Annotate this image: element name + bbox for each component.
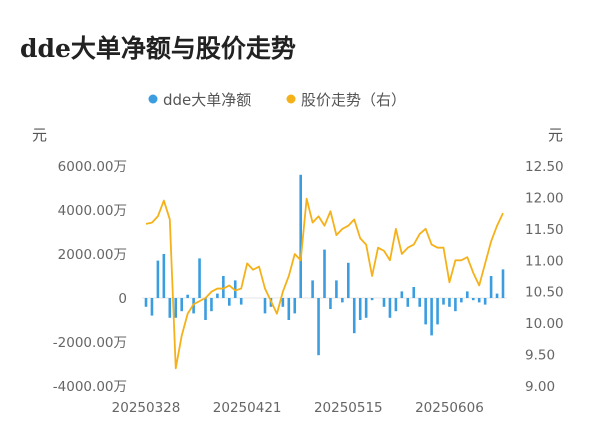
dde-bar bbox=[442, 298, 445, 305]
right-tick-label: 12.00 bbox=[525, 190, 564, 206]
dde-bar bbox=[412, 287, 416, 298]
dde-bar bbox=[162, 254, 166, 298]
dde-bar bbox=[394, 298, 398, 312]
dde-bar bbox=[317, 298, 320, 356]
dde-bar bbox=[329, 298, 332, 309]
dde-bar bbox=[352, 298, 356, 334]
dde-bar bbox=[418, 298, 421, 307]
bar-series bbox=[144, 174, 505, 356]
dde-bar bbox=[168, 298, 172, 318]
dde-bar bbox=[347, 262, 350, 298]
dde-bar bbox=[335, 280, 338, 298]
dde-bar bbox=[489, 276, 493, 298]
dde-bar bbox=[323, 249, 326, 298]
dde-bar bbox=[382, 298, 386, 307]
dde-bar bbox=[174, 298, 178, 318]
dde-bar bbox=[233, 280, 237, 298]
legend-bar-label: dde大单净额 bbox=[163, 91, 251, 109]
dde-bar bbox=[186, 294, 189, 298]
legend-bar-swatch bbox=[148, 94, 158, 104]
right-tick-label: 9.00 bbox=[525, 379, 555, 395]
dde-bar bbox=[180, 298, 183, 312]
left-tick-label: -4000.00万 bbox=[53, 379, 127, 395]
dde-bar bbox=[400, 291, 404, 298]
legend: dde大单净额 股价走势（右） bbox=[148, 91, 406, 109]
left-tick-label: 0 bbox=[118, 291, 127, 307]
dde-bar bbox=[299, 174, 302, 298]
chart-title: dde大单净额与股价走势 bbox=[20, 34, 296, 63]
dde-bar bbox=[436, 298, 439, 325]
right-tick-label: 12.50 bbox=[525, 159, 564, 175]
dde-bar bbox=[311, 280, 314, 298]
dde-bar bbox=[144, 298, 148, 307]
left-axis-ticks: 6000.00万 4000.00万 2000.00万 0 -2000.00万 -4000.… bbox=[53, 159, 127, 395]
dde-bar bbox=[483, 298, 487, 305]
dde-bar bbox=[228, 298, 231, 306]
dde-bar bbox=[263, 298, 267, 314]
x-tick-label: 20250606 bbox=[415, 400, 484, 416]
dde-bar bbox=[424, 298, 427, 325]
dde-bar bbox=[460, 298, 463, 303]
price-line bbox=[145, 197, 504, 370]
x-tick-label: 20250515 bbox=[314, 400, 383, 416]
dde-bar bbox=[156, 260, 160, 298]
dde-bar bbox=[198, 258, 201, 298]
dde-bar bbox=[471, 298, 475, 301]
dde-bar bbox=[495, 293, 499, 298]
dde-bar bbox=[370, 298, 374, 301]
right-tick-label: 11.50 bbox=[525, 222, 564, 238]
dde-bar bbox=[210, 298, 213, 312]
dde-bar bbox=[454, 298, 457, 312]
dde-bar bbox=[501, 269, 505, 298]
dde-bar bbox=[281, 298, 285, 307]
right-axis-ticks: 12.50 12.00 11.50 11.00 10.50 10.00 9.50 9.00 bbox=[525, 159, 564, 395]
right-tick-label: 11.00 bbox=[525, 253, 564, 269]
dde-bar bbox=[448, 298, 451, 307]
left-axis-unit: 元 bbox=[32, 126, 47, 144]
x-tick-label: 20250328 bbox=[112, 400, 181, 416]
left-tick-label: 2000.00万 bbox=[58, 247, 127, 263]
dde-bar bbox=[477, 298, 481, 303]
dde-bar bbox=[466, 291, 469, 298]
left-tick-label: -2000.00万 bbox=[53, 335, 127, 351]
dde-bar bbox=[293, 298, 297, 314]
dde-bar bbox=[204, 298, 207, 320]
dde-bar bbox=[364, 298, 368, 318]
right-tick-label: 10.50 bbox=[525, 285, 564, 301]
dde-bar bbox=[358, 298, 362, 320]
right-axis-unit: 元 bbox=[548, 126, 563, 144]
legend-line-label: 股价走势（右） bbox=[301, 91, 406, 109]
legend-line-swatch bbox=[286, 94, 296, 104]
dde-bar bbox=[406, 298, 410, 307]
right-tick-label: 9.50 bbox=[525, 348, 555, 364]
dde-bar bbox=[430, 298, 433, 336]
dde-bar bbox=[287, 298, 291, 320]
dde-bar bbox=[388, 298, 392, 318]
x-axis-ticks: 20250328 20250421 20250515 20250606 bbox=[112, 400, 484, 416]
left-tick-label: 6000.00万 bbox=[58, 159, 127, 175]
right-tick-label: 10.00 bbox=[525, 316, 564, 332]
dde-bar bbox=[341, 298, 344, 303]
x-tick-label: 20250421 bbox=[213, 400, 282, 416]
dde-bar bbox=[150, 298, 154, 316]
dde-bar bbox=[222, 276, 225, 298]
dde-bar bbox=[216, 293, 219, 298]
dde-bar bbox=[239, 298, 243, 305]
left-tick-label: 4000.00万 bbox=[58, 203, 127, 219]
